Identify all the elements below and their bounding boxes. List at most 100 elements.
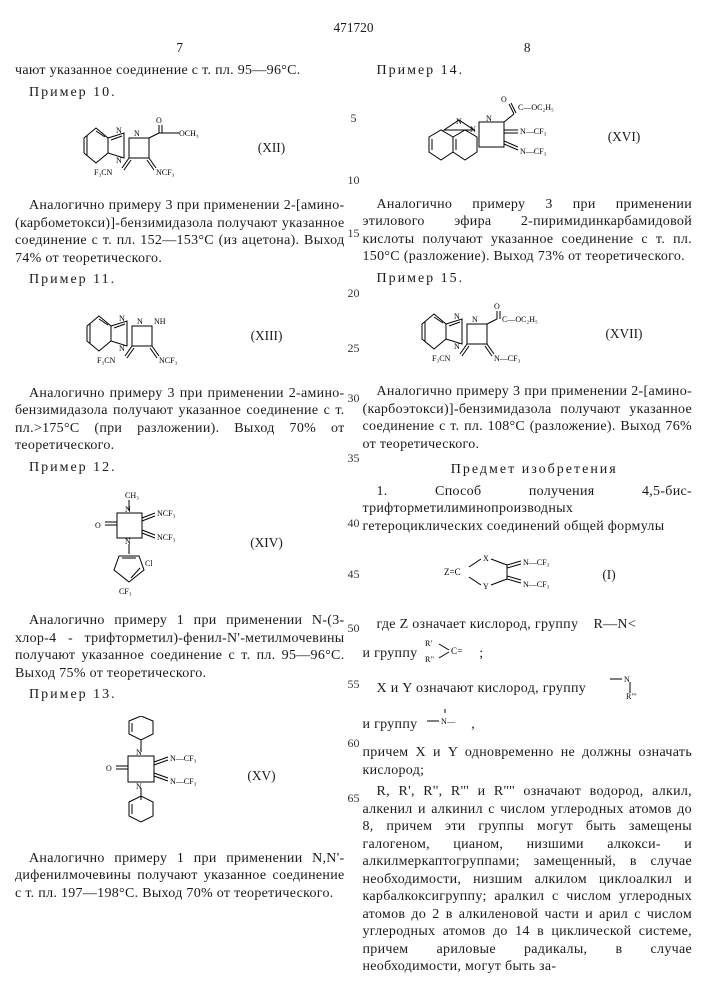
paragraph: Аналогично примеру 3 при применении 2-[а…	[363, 383, 693, 453]
example-heading: Пример 10.	[15, 84, 345, 102]
line-num: 15	[345, 227, 363, 239]
svg-text:N—: N—	[441, 717, 456, 726]
example-heading: Пример 11.	[15, 271, 345, 289]
chemical-structure-17: N N N O C—OC₂H₅ F₃CN N—CF₃ (XVII)	[363, 295, 693, 373]
line-num: 20	[345, 287, 363, 299]
svg-text:NCF₃: NCF₃	[156, 168, 175, 177]
inline-formula: N—	[425, 709, 467, 741]
svg-text:C=: C=	[451, 646, 463, 656]
svg-text:NCF₃: NCF₃	[159, 356, 178, 365]
svg-text:N: N	[624, 675, 630, 684]
formula-number: (XIII)	[251, 328, 283, 344]
svg-text:N: N	[470, 125, 476, 134]
text: где Z означает кислород, группу	[377, 617, 579, 632]
svg-text:X: X	[483, 554, 489, 563]
svg-text:N—CF₃: N—CF₃	[523, 558, 550, 567]
line-num: 35	[345, 452, 363, 464]
line-num: 10	[345, 174, 363, 186]
svg-text:O: O	[494, 302, 500, 311]
paragraph: Аналогично примеру 3 при применении 2-[а…	[15, 197, 345, 267]
right-column: 8 Пример 14. N N N O C—OC₂H₅	[363, 40, 693, 980]
svg-text:CH₃: CH₃	[125, 491, 139, 500]
svg-text:C—OC₂H₅: C—OC₂H₅	[502, 315, 538, 324]
line-num: 40	[345, 517, 363, 529]
paragraph: Аналогично примеру 1 при применении N,N'…	[15, 850, 345, 903]
svg-text:N: N	[486, 114, 492, 123]
svg-text:N: N	[125, 537, 131, 546]
svg-text:N: N	[116, 126, 122, 135]
svg-text:N: N	[456, 117, 462, 126]
example-heading: Пример 12.	[15, 459, 345, 477]
line-numbers: 5 10 15 20 25 30 35 40 45 50 55 60 65	[345, 82, 363, 842]
inline-formula: R—N<	[593, 617, 636, 632]
svg-text:R''': R'''	[626, 692, 637, 699]
text: X и Y означают кислород, группу	[377, 681, 587, 696]
formula-number: (I)	[602, 567, 615, 583]
svg-text:N—CF₃: N—CF₃	[494, 354, 521, 363]
svg-text:Y: Y	[483, 582, 489, 591]
example-heading: Пример 14.	[363, 62, 693, 80]
line-num: 65	[345, 792, 363, 804]
svg-text:NCF₃: NCF₃	[157, 533, 176, 542]
formula-number: (XII)	[258, 140, 285, 156]
svg-text:NH: NH	[154, 317, 166, 326]
paragraph: R, R', R'', R''' и R'''' означают водоро…	[363, 783, 693, 976]
chemical-structure-16: N N N O C—OC₂H₅ N—CF₃ N—CF₃ (XVI)	[363, 88, 693, 186]
example-label: Пример 11.	[29, 272, 116, 287]
svg-text:N: N	[119, 344, 125, 353]
svg-text:N: N	[134, 129, 140, 138]
svg-text:OCH₃: OCH₃	[179, 129, 199, 138]
paragraph: Аналогично примеру 3 при применении этил…	[363, 196, 693, 266]
paragraph: причем X и Y одновременно не должны озна…	[363, 744, 693, 779]
formula-number: (XVII)	[605, 326, 642, 342]
svg-text:N: N	[119, 314, 125, 323]
svg-text:N: N	[136, 748, 142, 757]
svg-text:CF₃: CF₃	[119, 587, 132, 596]
paragraph: и группу R' R'' C= ;	[363, 638, 693, 670]
svg-text:N: N	[125, 505, 131, 514]
svg-text:R'': R''	[425, 655, 434, 664]
svg-text:N: N	[454, 342, 460, 351]
paragraph: и группу N— ,	[363, 709, 693, 741]
svg-text:F₃CN: F₃CN	[94, 168, 113, 177]
inline-formula: R' R'' C=	[425, 638, 475, 670]
svg-text:O: O	[501, 95, 507, 104]
paragraph: где Z означает кислород, группу R—N<	[363, 616, 693, 634]
svg-text:F₃CN: F₃CN	[432, 354, 451, 363]
svg-text:N—CF₃: N—CF₃	[523, 580, 550, 589]
formula-number: (XVI)	[608, 129, 641, 145]
example-label: Пример 14.	[377, 63, 465, 78]
svg-text:C—OC₂H₅: C—OC₂H₅	[518, 103, 554, 112]
svg-text:N—CF₃: N—CF₃	[170, 754, 197, 763]
chemical-structure-1: Z=C X Y N—CF₃ N—CF₃ (I)	[363, 543, 693, 606]
page-number-right: 8	[363, 40, 693, 56]
line-num: 5	[345, 112, 363, 124]
svg-text:O: O	[106, 764, 112, 773]
claims-heading: Предмет изобретения	[363, 461, 693, 479]
line-num: 50	[345, 622, 363, 634]
paragraph: чают указанное соединение с т. пл. 95—96…	[15, 62, 345, 80]
svg-text:N: N	[472, 315, 478, 324]
line-num: 55	[345, 678, 363, 690]
svg-text:Cl: Cl	[145, 559, 153, 568]
paragraph: Аналогично примеру 3 при применении 2-ам…	[15, 385, 345, 455]
svg-text:N: N	[116, 156, 122, 165]
svg-text:N—CF₃: N—CF₃	[170, 777, 197, 786]
svg-text:N—CF₃: N—CF₃	[520, 127, 547, 136]
line-num: 25	[345, 342, 363, 354]
svg-text:O: O	[156, 116, 162, 125]
example-heading: Пример 15.	[363, 270, 693, 288]
example-label: Пример 13.	[29, 687, 117, 702]
chemical-structure-13: N N N NH F₃CN NCF₃ (XIII)	[15, 297, 345, 375]
example-label: Пример 12.	[29, 460, 117, 475]
line-num: 30	[345, 392, 363, 404]
paragraph: Аналогично примеру 1 при применении N-(3…	[15, 612, 345, 682]
svg-text:NCF₃: NCF₃	[157, 509, 176, 518]
example-label: Пример 10.	[29, 85, 117, 100]
svg-text:N: N	[137, 317, 143, 326]
chemical-structure-14: CH₃ N N O NCF₃ NCF₃ Cl CF₃	[15, 484, 345, 602]
svg-text:Z=C: Z=C	[444, 567, 461, 577]
chemical-structure-12: N N N O OCH₃ F₃CN NCF₃ (XII)	[15, 109, 345, 187]
svg-text:N—CF₃: N—CF₃	[520, 147, 547, 156]
claim-text: 1. Способ получения 4,5-бис-трифторметил…	[363, 483, 693, 536]
